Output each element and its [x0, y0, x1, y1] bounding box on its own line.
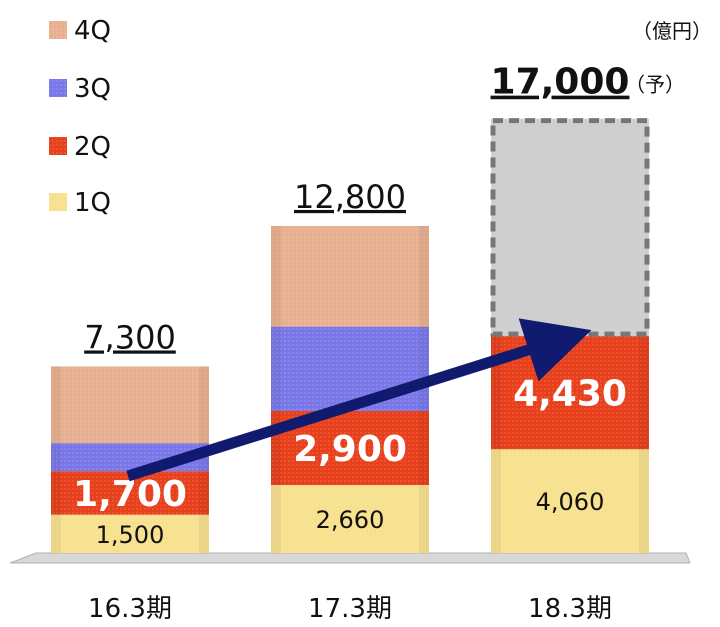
- bar-shade-right-2q-2: [639, 336, 649, 450]
- legend-swatch-texture-4q: [49, 21, 67, 39]
- total-label-2: 17,000: [491, 62, 630, 103]
- data-label-1q-0: 1,500: [96, 521, 165, 549]
- unit-label: （億円）: [632, 19, 712, 43]
- forecast-note: （予）: [625, 73, 685, 97]
- legend-swatch-texture-2q: [49, 137, 67, 155]
- bar-texture-1q-0: [51, 514, 209, 553]
- total-label-1: 12,800: [294, 178, 406, 216]
- legend-swatch-texture-3q: [49, 79, 67, 97]
- bar-texture-4q-0: [51, 366, 209, 444]
- data-label-2q-1: 2,900: [293, 429, 407, 470]
- bar-shade-left-1q-1: [271, 485, 281, 553]
- category-label-2: 18.3期: [528, 594, 612, 624]
- bar-shade-right-4q-0: [199, 366, 209, 444]
- legend-swatch-texture-1q: [49, 193, 67, 211]
- bar-shade-right-3q-1: [419, 326, 429, 411]
- data-label-2q-2: 4,430: [513, 374, 627, 415]
- bar-shade-left-2q-2: [491, 336, 501, 450]
- legend-label-1q: 1Q: [74, 188, 111, 218]
- legend-label-2q: 2Q: [74, 132, 111, 162]
- category-label-0: 16.3期: [88, 594, 172, 624]
- bar-shade-left-4q-1: [271, 225, 281, 327]
- overlay: 1,5001,7007,30016.3期2,6602,90012,80017.3…: [73, 62, 685, 624]
- bars: [51, 118, 650, 553]
- legend-label-4q: 4Q: [74, 16, 111, 46]
- bar-shade-left-1q-2: [491, 449, 501, 553]
- bar-texture-3q-1: [271, 326, 429, 411]
- bar-shade-right-4q-1: [419, 225, 429, 327]
- bar-texture-1q-2: [491, 449, 649, 553]
- category-label-1: 17.3期: [308, 594, 392, 624]
- bar-shade-right-1q-2: [639, 449, 649, 553]
- bar-shade-right-1q-1: [419, 485, 429, 553]
- bar-shade-right-1q-0: [199, 514, 209, 553]
- total-label-0: 7,300: [84, 318, 176, 356]
- legend: 4Q 3Q 2Q 1Q: [49, 16, 111, 218]
- bar-shade-right-2q-0: [199, 471, 209, 515]
- bar-forecast-outline: [490, 118, 650, 337]
- bar-shade-left-2q-1: [271, 410, 281, 486]
- bar-forecast-remaining: [491, 118, 649, 337]
- data-label-1q-1: 2,660: [316, 506, 385, 534]
- bar-shade-left-4q-0: [51, 366, 61, 444]
- bar-texture-1q-1: [271, 485, 429, 553]
- floor-plate: [9, 552, 691, 564]
- bar-shade-right-2q-1: [419, 410, 429, 486]
- bar-texture-4q-1: [271, 225, 429, 327]
- legend-label-3q: 3Q: [74, 74, 111, 104]
- bar-shade-left-1q-0: [51, 514, 61, 553]
- bar-shade-left-3q-0: [51, 443, 61, 472]
- data-label-1q-2: 4,060: [536, 488, 605, 516]
- bar-shade-left-2q-0: [51, 471, 61, 515]
- bar-shade-left-3q-1: [271, 326, 281, 411]
- growth-arrow: [126, 318, 592, 482]
